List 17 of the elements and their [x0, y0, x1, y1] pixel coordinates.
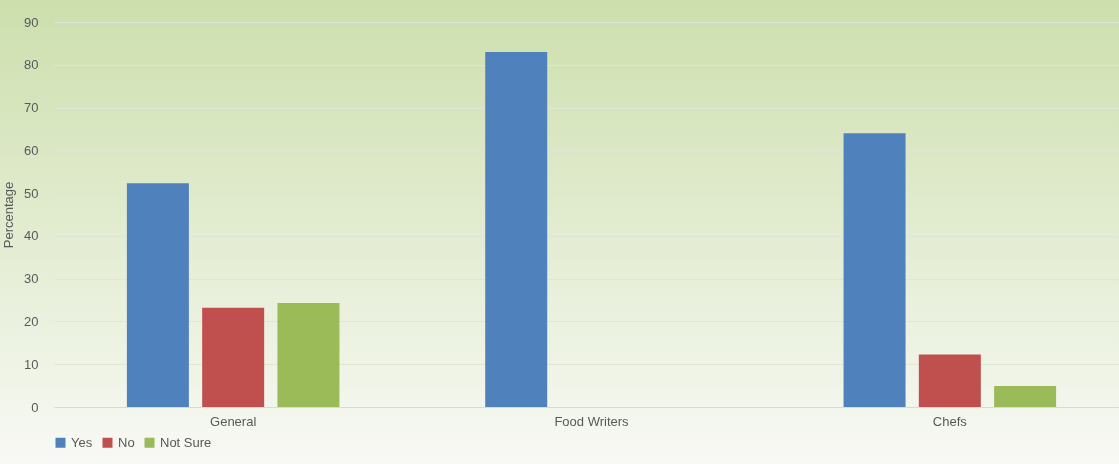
- y-tick-label: 40: [24, 228, 39, 244]
- y-tick-label: 80: [24, 57, 39, 73]
- legend-label: Yes: [71, 434, 93, 450]
- legend-label: Not Sure: [160, 434, 212, 450]
- y-tick-label: 70: [24, 100, 39, 116]
- y-tick-label: 30: [24, 271, 39, 287]
- y-tick-label: 0: [31, 399, 39, 415]
- x-tick-label: General: [210, 413, 257, 429]
- y-tick-label: 50: [24, 185, 39, 201]
- y-tick-label: 90: [24, 14, 39, 30]
- y-axis-title: Percentage: [1, 181, 17, 249]
- x-tick-label: Food Writers: [554, 413, 630, 429]
- x-tick-label: Chefs: [932, 413, 968, 429]
- y-tick-label: 60: [24, 142, 39, 158]
- y-tick-label: 10: [24, 356, 39, 372]
- legend-label: No: [118, 434, 135, 450]
- y-tick-label: 20: [24, 313, 39, 329]
